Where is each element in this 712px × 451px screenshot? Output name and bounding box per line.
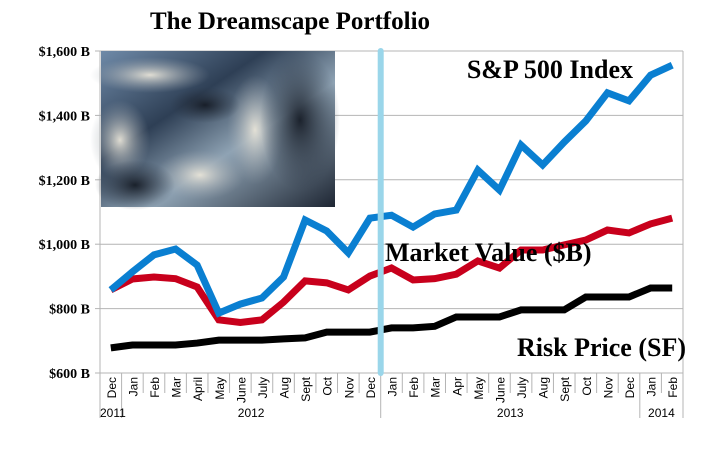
- chart-title: The Dreamscape Portfolio: [150, 8, 430, 35]
- x-tick-label: Jan: [645, 377, 659, 396]
- x-tick-label: Dec: [364, 377, 378, 398]
- x-tick-label: July: [515, 377, 529, 398]
- x-tick-label: June: [493, 377, 507, 403]
- year-label: 2013: [497, 406, 524, 420]
- x-tick-label: Oct: [321, 376, 335, 395]
- y-tick-label: $800 B: [49, 303, 90, 318]
- x-tick-label: Nov: [342, 377, 356, 398]
- x-tick-label: Aug: [537, 377, 551, 398]
- x-tick-label: Jan: [386, 377, 400, 396]
- y-tick-label: $600 B: [49, 367, 90, 382]
- x-tick-label: Nov: [601, 377, 615, 398]
- x-tick-label: Mar: [170, 377, 184, 398]
- annotation-market-value: Market Value ($B): [385, 238, 592, 267]
- series-lines: [108, 61, 674, 352]
- x-tick-label: July: [256, 377, 270, 398]
- x-tick-label: Jan: [126, 377, 140, 396]
- series-line-s-p-500-index: [108, 61, 674, 318]
- series-line-risk-price-sf: [110, 284, 673, 352]
- year-label: 2014: [648, 406, 675, 420]
- series-line-market-value-b: [109, 214, 674, 326]
- x-tick-label: Mar: [429, 377, 443, 398]
- x-tick-label: April: [191, 377, 205, 401]
- x-tick-label: Oct: [580, 376, 594, 395]
- x-tick-label: Sept: [558, 376, 572, 401]
- x-tick-label: Aug: [278, 377, 292, 398]
- annotation-sp500: S&P 500 Index: [467, 55, 633, 84]
- x-axis: Dec Jan Feb Mar April May June July Aug Sept Oct No…: [99, 373, 684, 420]
- y-tick-label: $1,200 B: [39, 174, 90, 189]
- x-tick-label: Feb: [666, 377, 680, 398]
- x-tick-label: Feb: [148, 377, 162, 398]
- y-axis: $600 B $800 B $1,000 B $1,200 B $1,400 B $1,6…: [39, 45, 101, 418]
- y-tick-label: $1,600 B: [39, 45, 90, 60]
- x-tick-label: Dec: [623, 377, 637, 398]
- annotation-risk-price: Risk Price (SF): [517, 333, 686, 362]
- x-tick-label: Dec: [105, 377, 119, 398]
- y-tick-label: $1,000 B: [39, 238, 90, 253]
- x-tick-label: Sept: [299, 376, 313, 401]
- y-tick-label: $1,400 B: [39, 109, 90, 124]
- clouds-photo: [90, 50, 340, 210]
- x-tick-label: Apr: [450, 377, 464, 396]
- year-label: 2012: [238, 406, 265, 420]
- x-tick-label: May: [472, 377, 486, 400]
- year-label: 2011: [100, 406, 126, 420]
- x-tick-label: June: [234, 377, 248, 403]
- x-tick-label: May: [213, 377, 227, 400]
- x-tick-label: Feb: [407, 377, 421, 398]
